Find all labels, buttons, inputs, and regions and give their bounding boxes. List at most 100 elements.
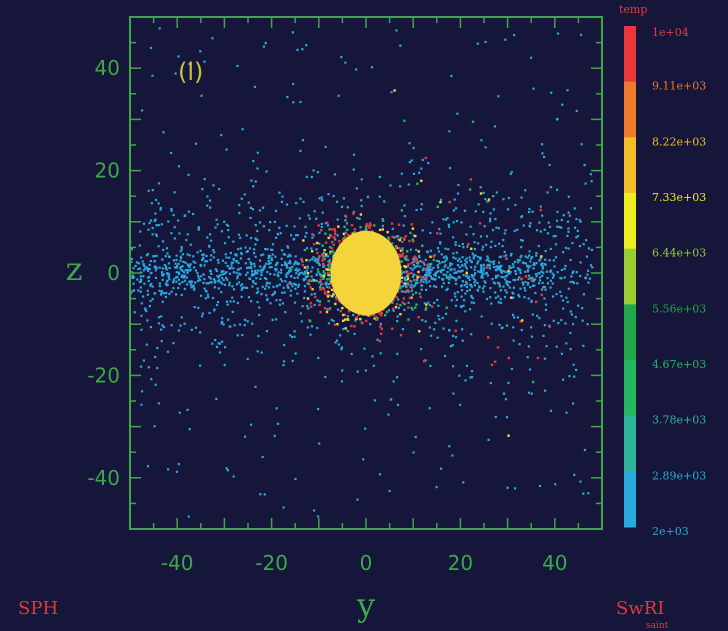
particle-point: [573, 375, 576, 378]
particle-point: [401, 252, 405, 255]
particle-point: [566, 234, 569, 237]
particle-point: [246, 250, 249, 253]
particle-point: [464, 292, 467, 295]
particle-point: [513, 487, 517, 490]
particle-point: [450, 299, 453, 302]
particle-point: [411, 275, 415, 279]
particle-point: [225, 271, 228, 274]
particle-point: [540, 288, 544, 291]
particle-point: [266, 270, 269, 274]
particle-point: [301, 260, 304, 263]
particle-point: [289, 269, 292, 273]
particle-point: [254, 255, 257, 258]
particle-point: [499, 255, 503, 258]
particle-point: [565, 296, 568, 299]
colorbar-segment: [624, 415, 636, 472]
particle-point: [534, 291, 537, 295]
particle-point: [314, 257, 317, 260]
particle-point: [472, 254, 475, 257]
particle-point: [522, 224, 525, 227]
particle-point: [556, 117, 559, 121]
particle-point: [553, 265, 556, 268]
particle-point: [433, 301, 436, 305]
particle-point: [491, 229, 495, 232]
particle-point: [179, 324, 182, 327]
particle-point: [419, 259, 422, 263]
particle-point: [176, 275, 179, 278]
particle-point: [164, 282, 168, 285]
particle-point: [415, 259, 418, 262]
particle-point: [532, 87, 535, 90]
particle-point: [497, 261, 501, 264]
particle-point: [408, 279, 412, 283]
particle-point: [303, 270, 306, 273]
particle-point: [338, 240, 341, 243]
particle-point: [513, 34, 516, 37]
particle-point: [236, 277, 239, 280]
particle-point: [345, 228, 349, 232]
x-tick-label: 20: [448, 551, 473, 575]
particle-point: [151, 233, 154, 236]
particle-point: [172, 286, 175, 290]
colorbar-segment: [624, 193, 636, 250]
particle-point: [418, 171, 421, 174]
particle-point: [419, 265, 422, 268]
particle-point: [183, 214, 186, 218]
particle-point: [130, 260, 133, 263]
particle-point: [336, 322, 339, 326]
particle-point: [296, 269, 299, 272]
particle-point: [243, 193, 246, 196]
particle-point: [484, 146, 487, 149]
particle-point: [587, 269, 590, 272]
particle-point: [516, 258, 520, 262]
particle-point: [238, 323, 242, 326]
particle-point: [329, 282, 333, 285]
particle-point: [157, 182, 161, 185]
particle-point: [149, 259, 152, 263]
particle-point: [516, 316, 520, 319]
particle-point: [256, 301, 259, 304]
particle-point: [440, 253, 443, 256]
particle-point: [211, 37, 214, 40]
particle-point: [398, 238, 402, 242]
particle-point: [556, 32, 560, 35]
particle-point: [286, 271, 289, 275]
particle-point: [470, 260, 473, 264]
particle-point: [231, 261, 235, 264]
particle-point: [223, 363, 226, 367]
particle-point: [291, 285, 294, 288]
particle-point: [432, 277, 435, 281]
particle-point: [580, 143, 583, 146]
particle-point: [279, 298, 282, 302]
particle-point: [527, 345, 530, 348]
particle-point: [401, 285, 404, 288]
particle-point: [400, 280, 403, 283]
particle-point: [226, 303, 229, 306]
particle-point: [326, 278, 329, 281]
particle-point: [486, 274, 490, 277]
particle-point: [511, 313, 515, 317]
particle-point: [465, 285, 469, 289]
particle-point: [291, 265, 294, 269]
particle-point: [529, 260, 532, 263]
particle-point: [140, 256, 143, 259]
particle-point: [324, 145, 327, 148]
particle-point: [330, 240, 334, 244]
particle-point: [504, 229, 507, 232]
particle-point: [139, 278, 143, 281]
particle-point: [163, 263, 166, 267]
particle-point: [254, 282, 257, 285]
particle-point: [239, 247, 243, 250]
particle-point: [535, 252, 538, 255]
particle-point: [473, 268, 476, 271]
particle-point: [540, 293, 543, 297]
particle-point: [297, 285, 300, 288]
particle-point: [335, 297, 338, 301]
particle-point: [447, 225, 451, 228]
particle-point: [404, 235, 407, 238]
particle-point: [489, 381, 492, 385]
particle-point: [236, 334, 239, 337]
particle-point: [429, 364, 432, 367]
particle-point: [399, 236, 403, 240]
particle-point: [526, 269, 530, 272]
